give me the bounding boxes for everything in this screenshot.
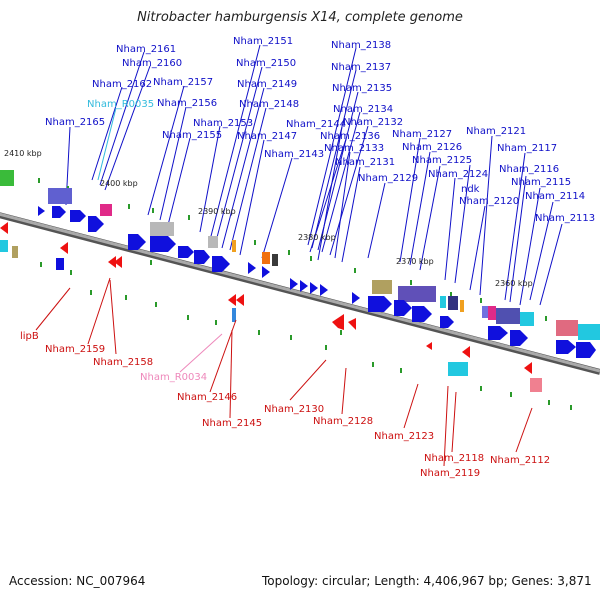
- gene-label: Nham_2136: [320, 131, 380, 142]
- gene-label: Nham_2121: [466, 126, 526, 137]
- gene-label: ndk: [461, 184, 480, 195]
- gene-label: Nham_2153: [193, 118, 253, 129]
- gene-label: Nham_2118: [424, 453, 484, 464]
- gene-label: Nham_2114: [525, 191, 585, 202]
- gene-label: Nham_2148: [239, 99, 299, 110]
- kbp-tick-2380: 2380 kbp: [298, 233, 336, 242]
- accession-text: Accession: NC_007964: [9, 574, 146, 588]
- gene-label: Nham_2161: [116, 44, 176, 55]
- genome-backbone: [0, 212, 600, 375]
- gene-label: Nham_2117: [497, 143, 557, 154]
- gene-label: Nham_2132: [343, 117, 403, 128]
- topology-text: Topology: circular; Length: 4,406,967 bp…: [262, 574, 592, 588]
- forward-genes: [38, 206, 596, 358]
- bottom-gene-labels: lipB Nham_2159 Nham_2158 Nham_R0034 Nham…: [20, 331, 550, 479]
- gene-label: Nham_2130: [264, 404, 324, 415]
- pseudo-gene-label: Nham_R0034: [140, 372, 207, 383]
- gene-label: Nham_2150: [236, 58, 296, 69]
- feature-blocks-upper: [0, 170, 600, 340]
- kbp-tick-2410: 2410 kbp: [4, 149, 42, 158]
- gene-label: Nham_2144: [286, 119, 346, 130]
- gene-label: Nham_2146: [177, 392, 237, 403]
- gene-label: Nham_2125: [412, 155, 472, 166]
- gene-label: Nham_2128: [313, 416, 373, 427]
- gene-label: Nham_2115: [511, 177, 571, 188]
- gene-label: Nham_2157: [153, 77, 213, 88]
- scale-labels: 2410 kbp 2400 kbp 2390 kbp 2380 kbp 2370…: [4, 149, 533, 288]
- gene-label: Nham_2113: [535, 213, 595, 224]
- rna-label: Nham_R0035: [87, 99, 154, 110]
- gene-label: Nham_2159: [45, 344, 105, 355]
- gene-label: lipB: [20, 331, 39, 342]
- kbp-tick-2400: 2400 kbp: [100, 179, 138, 188]
- gene-label: Nham_2156: [157, 98, 217, 109]
- gene-label: Nham_2129: [358, 173, 418, 184]
- gene-label: Nham_2145: [202, 418, 262, 429]
- gene-label: Nham_2124: [428, 169, 488, 180]
- map-title: Nitrobacter hamburgensis X14, complete g…: [137, 10, 463, 25]
- feature-blocks-lower: [0, 240, 542, 392]
- reverse-genes: [0, 222, 532, 374]
- gene-label: Nham_2135: [332, 83, 392, 94]
- kbp-tick-2390: 2390 kbp: [198, 207, 236, 216]
- gene-label: Nham_2112: [490, 455, 550, 466]
- gene-label: Nham_2126: [402, 142, 462, 153]
- gene-label: Nham_2165: [45, 117, 105, 128]
- gene-label: Nham_2151: [233, 36, 293, 47]
- gene-label: Nham_2147: [237, 131, 297, 142]
- gene-label: Nham_2123: [374, 431, 434, 442]
- gene-label: Nham_2119: [420, 468, 480, 479]
- kbp-tick-2370: 2370 kbp: [396, 257, 434, 266]
- gene-label: Nham_2160: [122, 58, 182, 69]
- top-leader-lines: [65, 44, 563, 306]
- gene-label: Nham_2155: [162, 130, 222, 141]
- gene-label: Nham_2120: [459, 196, 519, 207]
- pseudo-leader-lines: [179, 333, 223, 373]
- gene-label: Nham_2116: [499, 164, 559, 175]
- gene-label: Nham_2149: [237, 79, 297, 90]
- top-gene-labels: Nham_2161 Nham_2160 Nham_2162 Nham_R0035…: [45, 36, 595, 224]
- gene-label: Nham_2137: [331, 62, 391, 73]
- gene-label: Nham_2131: [335, 157, 395, 168]
- gene-label: Nham_2133: [324, 143, 384, 154]
- gene-label: Nham_2127: [392, 129, 452, 140]
- kbp-tick-2360: 2360 kbp: [495, 279, 533, 288]
- gene-label: Nham_2138: [331, 40, 391, 51]
- gene-label: Nham_2134: [333, 104, 393, 115]
- rna-leader-lines: [97, 107, 117, 181]
- gene-label: Nham_2162: [92, 79, 152, 90]
- bottom-leader-lines: [35, 277, 533, 467]
- gene-label: Nham_2158: [93, 357, 153, 368]
- gene-label: Nham_2143: [264, 149, 324, 160]
